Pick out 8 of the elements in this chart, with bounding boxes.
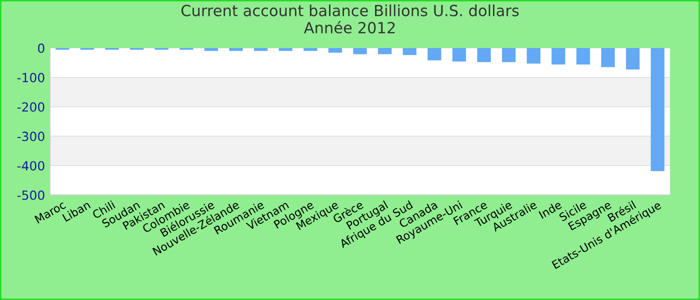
y-tick-label: -500: [17, 190, 44, 200]
chart-title: Current account balance Billions U.S. dollars Année 2012: [181, 4, 519, 34]
y-tick-label: -200: [17, 102, 44, 112]
y-tick-label: -100: [17, 72, 44, 82]
y-tick-label: -300: [17, 132, 44, 142]
x-tick-label: Inde: [538, 200, 562, 219]
y-tick-label: 0: [38, 43, 44, 53]
y-tick-label: -400: [17, 161, 44, 171]
